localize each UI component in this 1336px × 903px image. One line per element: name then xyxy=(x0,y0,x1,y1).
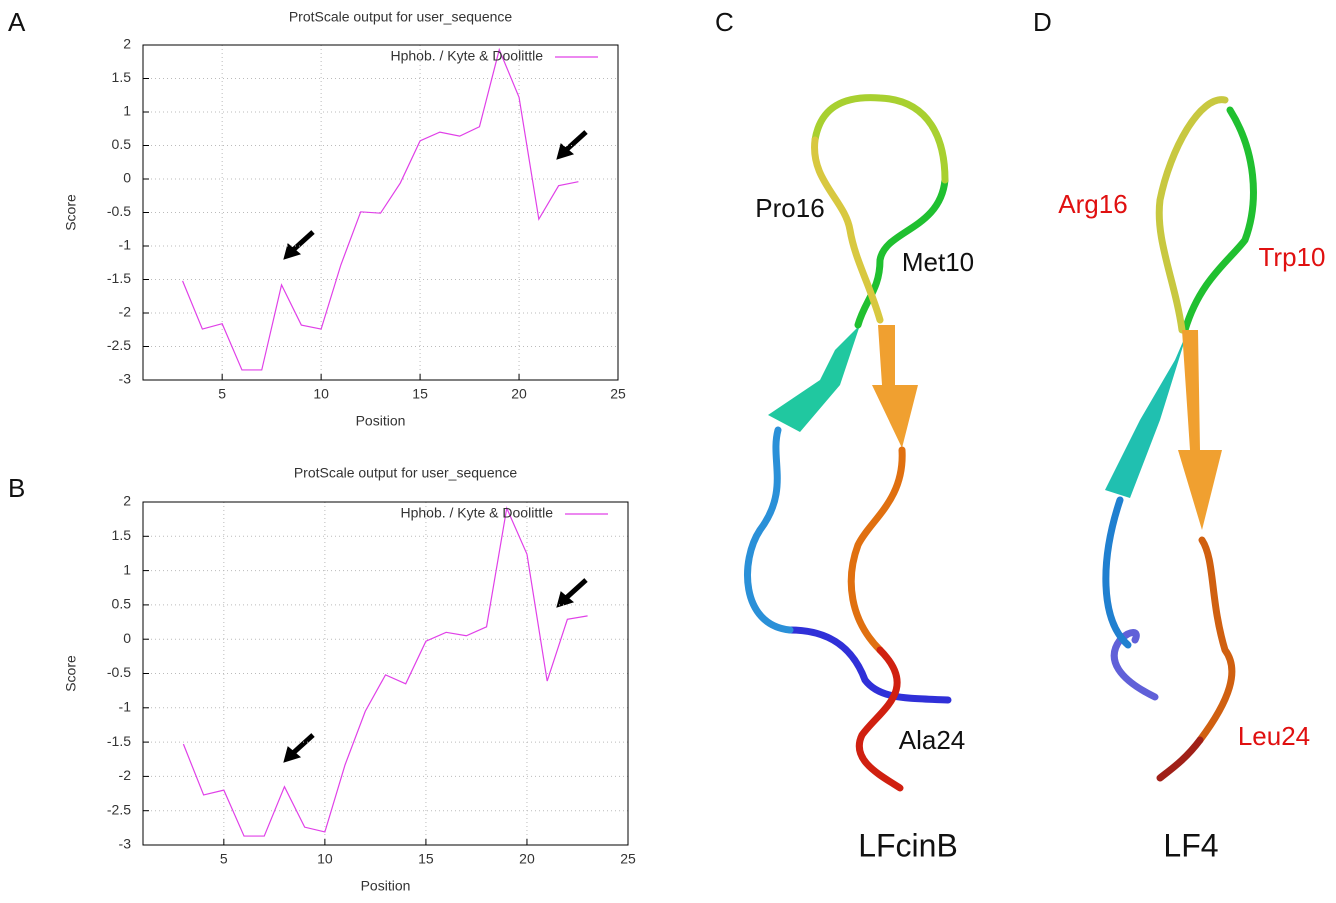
y-tick-label: -1.5 xyxy=(107,733,131,749)
panel-label: A xyxy=(8,7,26,37)
y-tick-label: -2.5 xyxy=(107,801,131,817)
x-tick-label: 25 xyxy=(620,851,636,867)
plot-frame xyxy=(142,44,619,381)
arrows xyxy=(283,130,588,763)
y-tick-label: -3 xyxy=(119,371,132,387)
y-tick-label: -1.5 xyxy=(107,270,131,286)
y-tick-label: 1 xyxy=(123,561,131,577)
y-tick-label: -2.5 xyxy=(107,337,131,353)
plot-frame xyxy=(142,501,629,846)
y-tick-label: -1 xyxy=(119,699,132,715)
x-tick-label: 10 xyxy=(317,851,333,867)
structure-lf4 xyxy=(1102,96,1257,782)
x-axis-label: Position xyxy=(361,878,411,894)
x-tick-label: 15 xyxy=(418,851,434,867)
y-tick-label: 0.5 xyxy=(112,596,132,612)
residue-label: Ala24 xyxy=(899,725,966,755)
x-tick-label: 5 xyxy=(220,851,228,867)
chart-title: ProtScale output for user_sequence xyxy=(289,9,513,25)
panel-label: B xyxy=(8,473,25,503)
x-tick-label: 25 xyxy=(610,386,626,402)
y-tick-label: 1 xyxy=(123,103,131,119)
y-tick-label: -1 xyxy=(119,237,132,253)
residue-label: Arg16 xyxy=(1058,189,1127,219)
panel-label: D xyxy=(1033,7,1052,37)
structure-lfcinb xyxy=(744,94,952,792)
chart-title: ProtScale output for user_sequence xyxy=(294,465,518,481)
residue-label: Leu24 xyxy=(1238,721,1310,751)
y-tick-label: 2 xyxy=(123,36,131,52)
x-tick-label: 15 xyxy=(412,386,428,402)
y-tick-label: 2 xyxy=(123,493,131,509)
y-tick-label: 0.5 xyxy=(112,136,132,152)
legend-label: Hphob. / Kyte & Doolittle xyxy=(390,48,543,64)
y-tick-label: 0 xyxy=(123,170,131,186)
y-axis-label: Score xyxy=(63,655,79,692)
x-axis-label: Position xyxy=(356,413,406,429)
x-tick-label: 10 xyxy=(313,386,329,402)
panel-label: C xyxy=(715,7,734,37)
residue-label: Met10 xyxy=(902,247,974,277)
structure-name: LF4 xyxy=(1163,827,1218,863)
y-tick-label: 0 xyxy=(123,630,131,646)
x-tick-label: 5 xyxy=(218,386,226,402)
structure-name: LFcinB xyxy=(858,827,958,863)
legend-label: Hphob. / Kyte & Doolittle xyxy=(400,505,553,521)
residue-label: Pro16 xyxy=(755,193,824,223)
y-tick-label: -3 xyxy=(119,836,132,852)
y-tick-label: -0.5 xyxy=(107,664,131,680)
y-tick-label: 1.5 xyxy=(112,69,132,85)
data-line xyxy=(182,47,579,371)
y-tick-label: 1.5 xyxy=(112,527,132,543)
residue-label: Trp10 xyxy=(1259,242,1326,272)
y-tick-label: -2 xyxy=(119,767,132,783)
y-axis-label: Score xyxy=(63,194,79,231)
y-tick-label: -2 xyxy=(119,304,132,320)
y-tick-label: -0.5 xyxy=(107,203,131,219)
x-tick-label: 20 xyxy=(519,851,535,867)
data-line xyxy=(182,506,588,837)
x-tick-label: 20 xyxy=(511,386,527,402)
